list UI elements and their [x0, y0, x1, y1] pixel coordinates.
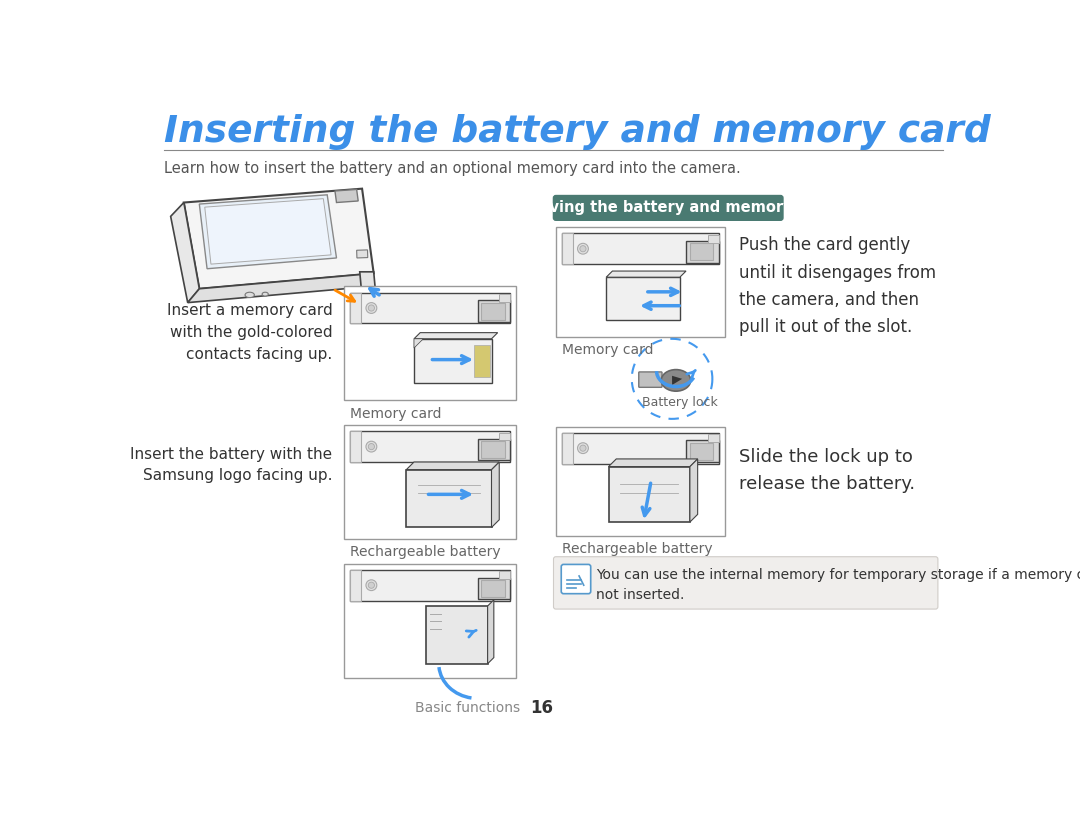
Polygon shape: [350, 570, 362, 601]
Polygon shape: [406, 462, 499, 469]
Bar: [482, 579, 504, 597]
Text: 16: 16: [530, 698, 553, 716]
Polygon shape: [360, 272, 375, 289]
Polygon shape: [690, 459, 698, 522]
Ellipse shape: [661, 370, 691, 391]
Text: Learn how to insert the battery and an optional memory card into the camera.: Learn how to insert the battery and an o…: [164, 161, 741, 176]
FancyBboxPatch shape: [562, 565, 591, 593]
Bar: [556, 227, 725, 337]
Text: Rechargeable battery: Rechargeable battery: [350, 545, 501, 559]
Text: Battery lock: Battery lock: [642, 396, 718, 409]
Ellipse shape: [262, 293, 268, 296]
Bar: [707, 434, 718, 442]
Bar: [686, 440, 718, 462]
Polygon shape: [350, 293, 362, 324]
Bar: [690, 244, 713, 260]
Circle shape: [578, 443, 589, 453]
Polygon shape: [562, 433, 572, 464]
FancyBboxPatch shape: [554, 557, 937, 609]
Circle shape: [366, 441, 377, 452]
Polygon shape: [491, 462, 499, 527]
Bar: [414, 339, 491, 384]
Bar: [482, 302, 504, 319]
Bar: [690, 443, 713, 460]
FancyBboxPatch shape: [350, 431, 510, 462]
Polygon shape: [414, 339, 423, 348]
FancyBboxPatch shape: [350, 570, 510, 601]
Polygon shape: [562, 233, 572, 264]
FancyBboxPatch shape: [638, 372, 662, 387]
Bar: [426, 606, 488, 663]
Text: Memory card: Memory card: [562, 342, 653, 357]
Polygon shape: [488, 600, 494, 663]
Polygon shape: [171, 202, 200, 302]
Polygon shape: [350, 431, 362, 462]
Polygon shape: [606, 271, 686, 277]
FancyBboxPatch shape: [562, 433, 718, 464]
Circle shape: [366, 579, 377, 591]
Text: Inserting the battery and memory card: Inserting the battery and memory card: [164, 114, 991, 151]
Bar: [608, 467, 690, 522]
Circle shape: [368, 305, 375, 311]
FancyBboxPatch shape: [350, 293, 510, 324]
Bar: [686, 241, 718, 262]
Text: Slide the lock up to
release the battery.: Slide the lock up to release the battery…: [739, 448, 915, 493]
Bar: [345, 564, 516, 677]
Polygon shape: [414, 333, 498, 339]
Bar: [406, 469, 491, 527]
Bar: [482, 441, 504, 458]
Bar: [356, 250, 368, 258]
Ellipse shape: [245, 293, 255, 297]
Circle shape: [366, 302, 377, 314]
Bar: [499, 294, 510, 302]
FancyBboxPatch shape: [562, 233, 718, 264]
Text: Push the card gently
until it disengages from
the camera, and then
pull it out o: Push the card gently until it disengages…: [739, 236, 936, 336]
Text: Basic functions: Basic functions: [415, 701, 529, 715]
Polygon shape: [335, 189, 359, 202]
Polygon shape: [200, 195, 337, 269]
Text: Removing the battery and memory card: Removing the battery and memory card: [502, 200, 834, 215]
Bar: [556, 426, 725, 536]
Polygon shape: [188, 273, 374, 302]
Circle shape: [368, 582, 375, 588]
Bar: [499, 571, 510, 579]
Polygon shape: [672, 376, 683, 385]
Text: Memory card: Memory card: [350, 407, 442, 421]
Bar: [474, 345, 490, 377]
Bar: [606, 277, 679, 319]
Bar: [345, 425, 516, 539]
Text: Insert a memory card
with the gold-colored
contacts facing up.: Insert a memory card with the gold-color…: [167, 303, 333, 362]
Circle shape: [580, 445, 586, 452]
Circle shape: [580, 245, 586, 252]
Text: Rechargeable battery: Rechargeable battery: [562, 542, 713, 556]
Polygon shape: [184, 188, 374, 289]
Circle shape: [368, 443, 375, 450]
Circle shape: [578, 244, 589, 254]
Polygon shape: [205, 199, 332, 264]
Text: Insert the battery with the
Samsung logo facing up.: Insert the battery with the Samsung logo…: [131, 447, 333, 483]
Bar: [477, 439, 510, 460]
Bar: [477, 300, 510, 322]
Text: You can use the internal memory for temporary storage if a memory card is
not in: You can use the internal memory for temp…: [596, 568, 1080, 602]
Bar: [499, 433, 510, 440]
Bar: [477, 578, 510, 599]
FancyBboxPatch shape: [553, 195, 784, 221]
Polygon shape: [608, 459, 698, 467]
Bar: [345, 286, 516, 400]
Bar: [707, 235, 718, 243]
